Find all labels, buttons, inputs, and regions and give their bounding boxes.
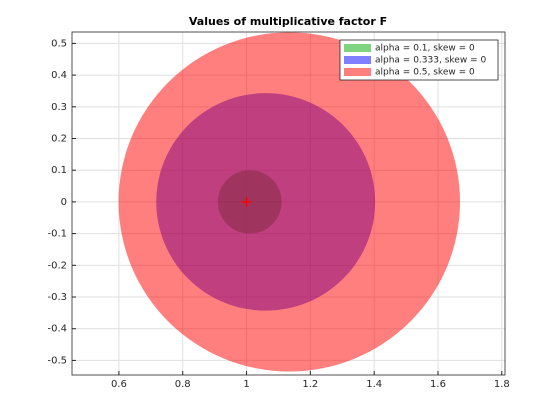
y-tick-label: 0.3: [51, 102, 67, 113]
legend-label: alpha = 0.1, skew = 0: [375, 44, 475, 54]
axes-box: [71, 31, 506, 376]
x-tick-label: 0.8: [175, 379, 191, 390]
x-tick-label: 1.8: [494, 379, 510, 390]
y-tick-label: -0.1: [47, 229, 67, 240]
legend-label: alpha = 0.333, skew = 0: [375, 56, 486, 66]
x-tick-label: 1: [243, 379, 249, 390]
circle: [118, 32, 461, 372]
y-tick-label: -0.3: [47, 292, 67, 303]
x-tick-label: 0.6: [111, 379, 127, 390]
y-tick-label: 0.2: [51, 134, 67, 145]
y-tick-label: -0.5: [47, 355, 67, 366]
y-tick-label: 0.4: [51, 70, 67, 81]
y-tick-label: 0.1: [51, 165, 67, 176]
chart-title: Values of multiplicative factor F: [189, 15, 387, 28]
x-tick-label: 1.4: [366, 379, 382, 390]
y-tick-label: 0.5: [51, 38, 67, 49]
legend-swatch: [344, 68, 371, 76]
x-tick-label: 1.2: [302, 379, 318, 390]
y-tick-label: 0: [61, 197, 67, 208]
legend-label: alpha = 0.5, skew = 0: [375, 68, 475, 78]
y-tick-label: -0.2: [47, 260, 67, 271]
circles: [118, 32, 461, 372]
y-tick-label: -0.4: [47, 324, 67, 335]
x-tick-label: 1.6: [430, 379, 446, 390]
legend-swatch: [344, 44, 371, 52]
legend-swatch: [344, 56, 371, 64]
